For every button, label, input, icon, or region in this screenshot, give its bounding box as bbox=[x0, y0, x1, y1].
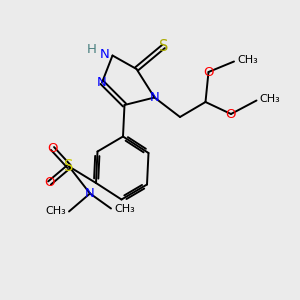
Text: O: O bbox=[203, 65, 214, 79]
Text: O: O bbox=[44, 176, 55, 190]
Text: H: H bbox=[87, 43, 97, 56]
Text: S: S bbox=[159, 39, 168, 54]
Text: CH₃: CH₃ bbox=[114, 203, 135, 214]
Text: O: O bbox=[47, 142, 58, 155]
Text: CH₃: CH₃ bbox=[237, 55, 258, 65]
Text: CH₃: CH₃ bbox=[45, 206, 66, 217]
Text: CH₃: CH₃ bbox=[260, 94, 280, 104]
Text: O: O bbox=[226, 107, 236, 121]
Text: S: S bbox=[64, 159, 74, 174]
Text: N: N bbox=[150, 91, 159, 104]
Text: N: N bbox=[97, 76, 107, 89]
Text: N: N bbox=[85, 187, 95, 200]
Text: N: N bbox=[100, 47, 110, 61]
